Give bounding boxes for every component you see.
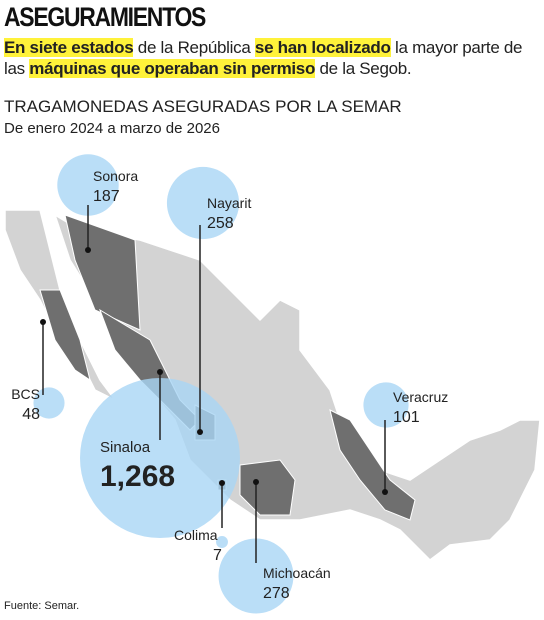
bubble [166,166,240,240]
state-name: Sinaloa [100,439,151,456]
intro-segment: de la República [133,38,255,57]
state-name: BCS [11,386,40,402]
intro-segment: de la Segob. [315,59,412,78]
leader-dot [382,489,388,495]
leader-dot [85,247,91,253]
state-value: 48 [22,406,40,423]
state-value: 7 [213,547,222,564]
state-value: 258 [207,215,234,232]
intro-segment: se han localizado [254,38,391,57]
state-value: 101 [393,409,420,426]
state-name: Michoacán [263,565,331,581]
bubble [218,538,294,614]
bubble [33,387,65,419]
state-value: 187 [93,188,120,205]
title: ASEGURAMIENTOS [4,2,206,32]
leader-dot [197,429,203,435]
intro-segment: En siete estados [4,38,134,57]
state-value: 278 [263,585,290,602]
leader-dot [40,319,46,325]
intro-segment: la mayor parte de las [4,38,523,78]
state-name: Sonora [93,168,138,184]
leader-dot [219,480,225,486]
state-value: 1,268 [100,460,175,493]
state-name: Colima [174,527,218,543]
intro: En siete estados de la República se han … [4,37,540,79]
subtitle: TRAGAMONEDAS ASEGURADAS POR LA SEMAR [4,97,402,116]
leader-dot [157,369,163,375]
leader-dot [253,479,259,485]
state-name: Nayarit [207,195,251,211]
bubble [363,382,409,428]
bubble [216,536,228,548]
intro-segment: máquinas que operaban sin permiso [29,59,316,78]
source: Fuente: Semar. [4,600,80,612]
period: De enero 2024 a marzo de 2026 [4,120,220,137]
state-name: Veracruz [393,389,448,405]
bubble [57,154,119,216]
